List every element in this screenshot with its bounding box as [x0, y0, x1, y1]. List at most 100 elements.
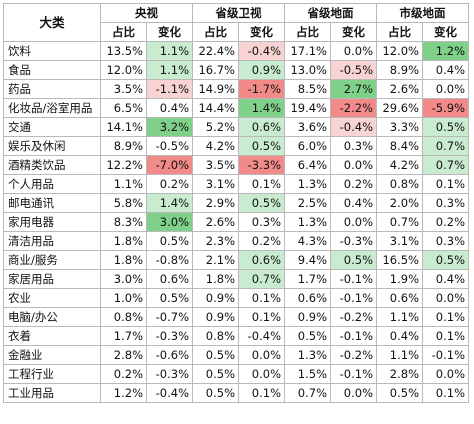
- city-change-cell: 0.4%: [422, 60, 469, 80]
- table-row: 清洁用品 1.8% 0.5% 2.3% 0.2% 4.3% -0.3% 3.1% 0.3%: [3, 231, 469, 251]
- sub-header-row: 占比 变化 占比 变化 占比 变化 占比 变化: [4, 22, 469, 42]
- prov-ter-change-cell: -0.1%: [330, 364, 377, 384]
- category-cell: 药品: [3, 79, 101, 99]
- table-row: 化妆品/浴室用品 6.5% 0.4% 14.4% 1.4% 19.4% -2.2% 29.6%…: [3, 98, 469, 118]
- prov-sat-share-cell: 16.7%: [192, 60, 239, 80]
- cctv-change-cell: -0.3%: [146, 364, 193, 384]
- prov-sat-share-cell: 3.5%: [192, 155, 239, 175]
- category-cell: 化妆品/浴室用品: [3, 98, 101, 118]
- sub-header-share: 占比: [192, 22, 239, 42]
- cctv-change-cell: -0.8%: [146, 250, 193, 270]
- cctv-share-cell: 1.1%: [100, 174, 147, 194]
- table-row: 药品 3.5% -1.1% 14.9% -1.7% 8.5% 2.7% 2.6% 0.0%: [3, 79, 469, 99]
- prov-ter-share-cell: 19.4%: [284, 98, 331, 118]
- prov-sat-change-cell: 0.7%: [238, 269, 285, 289]
- group-header-cctv: 央视: [100, 3, 193, 23]
- category-cell: 金融业: [3, 345, 101, 365]
- cctv-share-cell: 3.5%: [100, 79, 147, 99]
- prov-ter-change-cell: -0.3%: [330, 231, 377, 251]
- sub-header-change: 变化: [330, 22, 377, 42]
- prov-sat-change-cell: -0.4%: [238, 41, 285, 61]
- prov-ter-share-cell: 0.7%: [284, 383, 331, 403]
- city-share-cell: 3.1%: [376, 231, 423, 251]
- prov-ter-change-cell: -0.2%: [330, 307, 377, 327]
- table-row: 饮料 13.5% 1.1% 22.4% -0.4% 17.1% 0.0% 12.0% 1.2%: [3, 41, 469, 61]
- category-cell: 清洁用品: [3, 231, 101, 251]
- cctv-change-cell: -0.4%: [146, 383, 193, 403]
- table-row: 酒精类饮品 12.2% -7.0% 3.5% -3.3% 6.4% 0.0% 4.2% 0.7%: [3, 155, 469, 175]
- city-share-cell: 4.2%: [376, 155, 423, 175]
- table-row: 家居用品 3.0% 0.6% 1.8% 0.7% 1.7% -0.1% 1.9% 0.4%: [3, 269, 469, 289]
- table-body: 饮料 13.5% 1.1% 22.4% -0.4% 17.1% 0.0% 12.0% 1.2% 食…: [3, 41, 469, 403]
- cctv-share-cell: 12.0%: [100, 60, 147, 80]
- city-change-cell: 0.1%: [422, 326, 469, 346]
- prov-sat-share-cell: 3.1%: [192, 174, 239, 194]
- category-cell: 饮料: [3, 41, 101, 61]
- prov-sat-change-cell: 0.6%: [238, 250, 285, 270]
- table-row: 农业 1.0% 0.5% 0.9% 0.1% 0.6% -0.1% 0.6% 0.0%: [3, 288, 469, 308]
- prov-sat-change-cell: 0.1%: [238, 307, 285, 327]
- prov-ter-share-cell: 0.9%: [284, 307, 331, 327]
- category-cell: 电脑/办公: [3, 307, 101, 327]
- city-share-cell: 1.1%: [376, 345, 423, 365]
- table-row: 电脑/办公 0.8% -0.7% 0.9% 0.1% 0.9% -0.2% 1.1% 0.1%: [3, 307, 469, 327]
- ad-share-table: 大类 央视 省级卫视 省级地面 市级地面 占比 变化 占比 变化 占比 变化 占…: [3, 3, 469, 403]
- cctv-change-cell: -0.6%: [146, 345, 193, 365]
- category-cell: 家居用品: [3, 269, 101, 289]
- table-row: 个人用品 1.1% 0.2% 3.1% 0.1% 1.3% 0.2% 0.8% 0.1%: [3, 174, 469, 194]
- city-change-cell: 0.1%: [422, 307, 469, 327]
- table-row: 家用电器 8.3% 3.0% 2.6% 0.3% 1.3% 0.0% 0.7% 0.2%: [3, 212, 469, 232]
- cctv-share-cell: 0.8%: [100, 307, 147, 327]
- category-cell: 个人用品: [3, 174, 101, 194]
- category-cell: 娱乐及休闲: [3, 136, 101, 156]
- prov-sat-change-cell: 0.0%: [238, 345, 285, 365]
- prov-ter-change-cell: 0.0%: [330, 212, 377, 232]
- prov-ter-share-cell: 17.1%: [284, 41, 331, 61]
- table-row: 衣着 1.7% -0.3% 0.8% -0.4% 0.5% -0.1% 0.4% 0.1%: [3, 326, 469, 346]
- sub-header-change: 变化: [238, 22, 285, 42]
- cctv-change-cell: 0.2%: [146, 174, 193, 194]
- prov-ter-share-cell: 6.0%: [284, 136, 331, 156]
- category-cell: 衣着: [3, 326, 101, 346]
- prov-sat-share-cell: 0.8%: [192, 326, 239, 346]
- prov-ter-share-cell: 6.4%: [284, 155, 331, 175]
- city-change-cell: 0.4%: [422, 269, 469, 289]
- corner-header: 大类: [3, 3, 101, 42]
- cctv-change-cell: 1.1%: [146, 60, 193, 80]
- cctv-change-cell: -0.3%: [146, 326, 193, 346]
- city-share-cell: 3.3%: [376, 117, 423, 137]
- prov-ter-change-cell: -0.4%: [330, 117, 377, 137]
- table-row: 商业/服务 1.8% -0.8% 2.1% 0.6% 9.4% 0.5% 16.5% 0.5%: [3, 250, 469, 270]
- cctv-share-cell: 2.8%: [100, 345, 147, 365]
- prov-ter-share-cell: 1.3%: [284, 174, 331, 194]
- cctv-share-cell: 13.5%: [100, 41, 147, 61]
- prov-sat-share-cell: 4.2%: [192, 136, 239, 156]
- cctv-share-cell: 1.8%: [100, 250, 147, 270]
- prov-sat-change-cell: 0.2%: [238, 231, 285, 251]
- ad-share-table-container: 大类 央视 省级卫视 省级地面 市级地面 占比 变化 占比 变化 占比 变化 占…: [3, 3, 469, 403]
- city-share-cell: 0.6%: [376, 288, 423, 308]
- city-change-cell: -5.9%: [422, 98, 469, 118]
- prov-ter-change-cell: -0.5%: [330, 60, 377, 80]
- city-share-cell: 0.4%: [376, 326, 423, 346]
- table-row: 邮电通讯 5.8% 1.4% 2.9% 0.5% 2.5% 0.4% 2.0% 0.3%: [3, 193, 469, 213]
- prov-ter-share-cell: 13.0%: [284, 60, 331, 80]
- prov-ter-change-cell: 2.7%: [330, 79, 377, 99]
- prov-ter-share-cell: 0.6%: [284, 288, 331, 308]
- category-cell: 家用电器: [3, 212, 101, 232]
- cctv-change-cell: 0.5%: [146, 288, 193, 308]
- prov-sat-share-cell: 14.9%: [192, 79, 239, 99]
- cctv-share-cell: 3.0%: [100, 269, 147, 289]
- category-cell: 商业/服务: [3, 250, 101, 270]
- table-row: 娱乐及休闲 8.9% -0.5% 4.2% 0.5% 6.0% 0.3% 8.4% 0.7%: [3, 136, 469, 156]
- prov-sat-change-cell: 0.6%: [238, 117, 285, 137]
- city-change-cell: 0.5%: [422, 117, 469, 137]
- prov-ter-share-cell: 0.5%: [284, 326, 331, 346]
- city-share-cell: 2.8%: [376, 364, 423, 384]
- prov-ter-change-cell: 0.0%: [330, 155, 377, 175]
- city-change-cell: 0.0%: [422, 79, 469, 99]
- city-share-cell: 8.4%: [376, 136, 423, 156]
- city-share-cell: 1.1%: [376, 307, 423, 327]
- prov-sat-share-cell: 0.9%: [192, 307, 239, 327]
- prov-sat-share-cell: 1.8%: [192, 269, 239, 289]
